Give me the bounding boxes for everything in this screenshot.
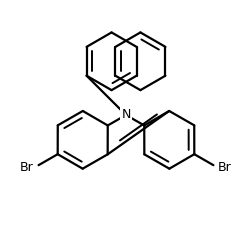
Text: Br: Br [218,161,232,174]
Text: N: N [121,108,131,122]
Text: Br: Br [20,161,34,174]
